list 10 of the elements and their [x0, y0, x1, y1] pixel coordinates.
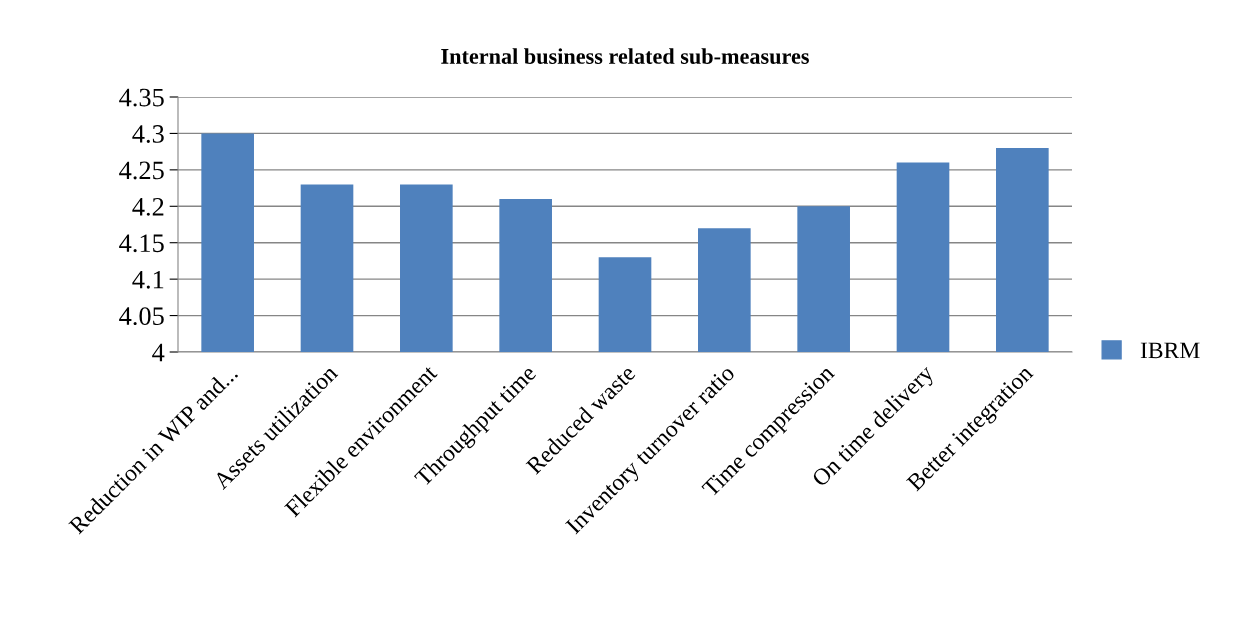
chart-title: Internal business related sub-measures	[441, 48, 809, 64]
legend-label: IBRM	[1140, 342, 1200, 359]
y-tick-label: 4.1	[132, 270, 164, 289]
y-tick-label: 4.3	[132, 125, 164, 143]
y-tick-label: 4.05	[119, 307, 164, 326]
y-tick-label: 4	[152, 343, 165, 362]
y-tick-label: 4.35	[119, 88, 164, 107]
y-tick-label: 4.25	[119, 161, 164, 180]
y-tick-label: 4.15	[119, 234, 164, 253]
y-tick-label: 4.2	[132, 197, 164, 216]
